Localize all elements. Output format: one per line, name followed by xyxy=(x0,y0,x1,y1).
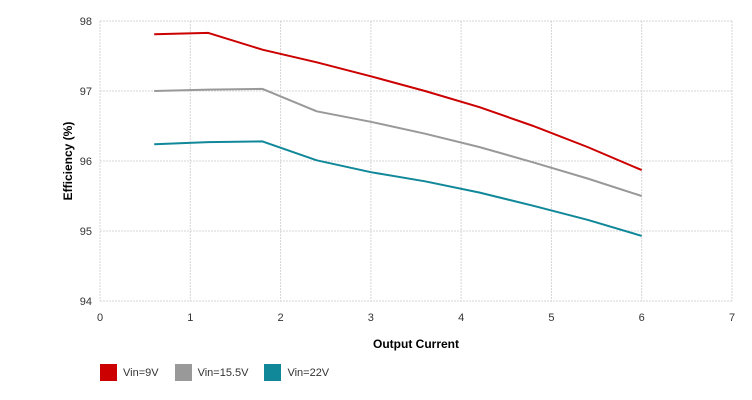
legend-swatch xyxy=(100,364,117,381)
y-tick-label: 97 xyxy=(80,86,92,98)
legend-label: Vin=9V xyxy=(123,366,159,379)
x-tick-label: 3 xyxy=(368,312,374,324)
x-tick-label: 5 xyxy=(548,312,554,324)
y-tick-label: 94 xyxy=(80,296,92,308)
x-tick-label: 4 xyxy=(458,312,464,324)
x-tick-label: 0 xyxy=(97,312,103,324)
legend-label: Vin=15.5V xyxy=(197,366,249,379)
legend-swatch xyxy=(264,364,282,381)
y-axis-title: Efficiency (%) xyxy=(61,122,75,201)
x-tick-label: 1 xyxy=(187,312,193,324)
grid-lines xyxy=(99,20,733,302)
legend-item[interactable]: Vin=9V xyxy=(100,364,159,381)
legend-item[interactable]: Vin=15.5V xyxy=(174,364,249,381)
y-tick-label: 98 xyxy=(80,16,92,28)
data-lines xyxy=(154,31,643,237)
x-tick-label: 6 xyxy=(639,312,645,324)
series-line-0 xyxy=(154,31,643,172)
line-chart: 94 95 96 97 98 0 1 2 3 4 5 6 7 Efficiency (%) Outpu… xyxy=(61,16,735,351)
y-axis-ticks: 94 95 96 97 98 xyxy=(80,16,92,308)
y-tick-label: 96 xyxy=(80,156,92,168)
series-line-1 xyxy=(154,87,643,197)
legend-swatch xyxy=(174,364,192,381)
y-tick-label: 95 xyxy=(80,226,92,238)
series-line-2 xyxy=(154,140,642,237)
legend-item[interactable]: Vin=22V xyxy=(264,364,329,381)
x-axis-title: Output Current xyxy=(373,337,459,351)
x-tick-label: 2 xyxy=(278,312,284,324)
x-axis-ticks: 0 1 2 3 4 5 6 7 xyxy=(97,312,735,324)
legend: Vin=9V Vin=15.5V Vin=22V xyxy=(100,364,345,381)
x-tick-label: 7 xyxy=(729,312,735,324)
legend-label: Vin=22V xyxy=(287,366,330,379)
